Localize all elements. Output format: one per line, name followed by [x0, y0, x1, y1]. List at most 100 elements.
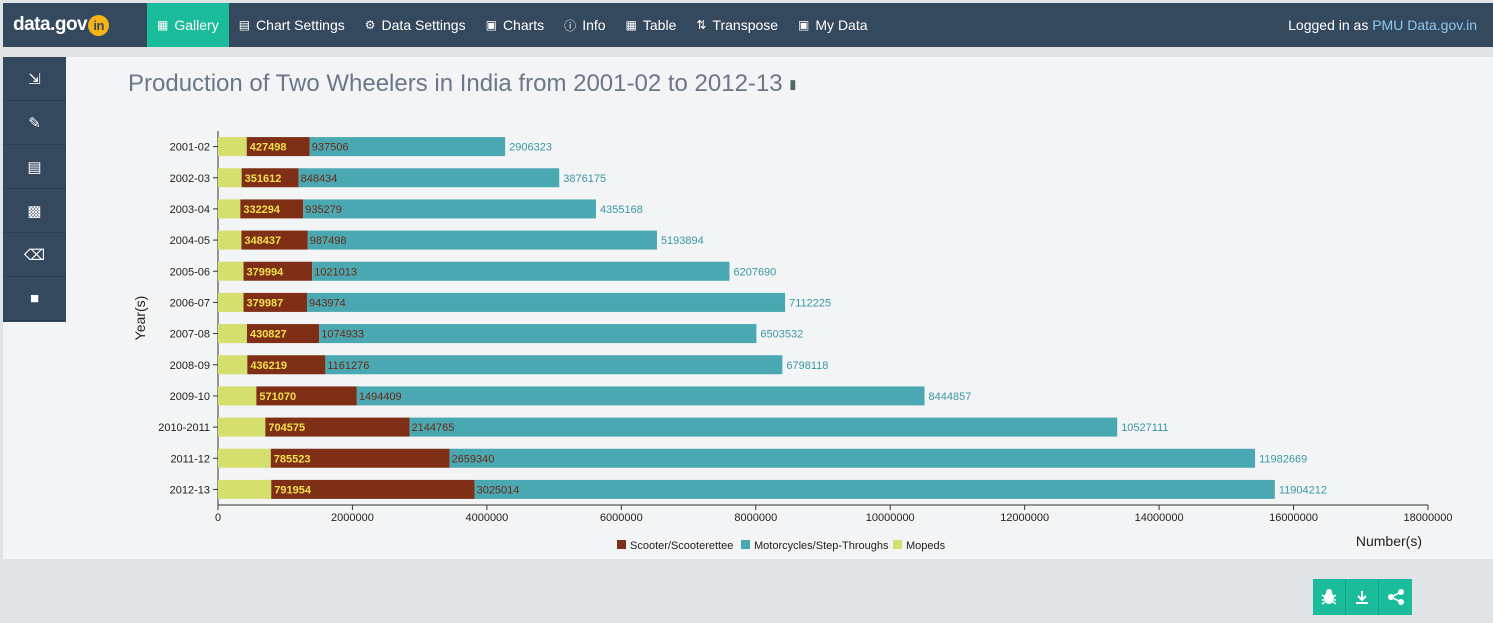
nav-transpose[interactable]: ⇅ Transpose	[686, 3, 788, 47]
data-label-mopeds: 427498	[250, 142, 287, 154]
nav-label: Data Settings	[381, 17, 466, 33]
export-icon: ⇲	[28, 70, 41, 88]
lock-button[interactable]: ■	[3, 277, 66, 321]
gear-icon: ⚙	[364, 18, 376, 32]
edit-button[interactable]: ✎	[3, 101, 66, 145]
bar-mopeds	[218, 448, 271, 468]
nav-charts[interactable]: ▣ Charts	[476, 3, 555, 47]
y-tick-label: 2010-2011	[158, 422, 210, 434]
bar-scooter	[246, 324, 320, 344]
save-button[interactable]: ▤	[3, 145, 66, 189]
bug-report-button[interactable]	[1313, 579, 1346, 615]
bar-motorcycles	[474, 479, 1275, 499]
user-link[interactable]: PMU Data.gov.in	[1372, 17, 1477, 33]
trash-button[interactable]: ⌫	[3, 233, 66, 277]
bar-scooter	[270, 448, 450, 468]
nav-data-settings[interactable]: ⚙ Data Settings	[355, 3, 476, 47]
bar-mopeds	[218, 324, 247, 344]
transpose-icon: ⇅	[696, 18, 707, 32]
bug-icon	[1321, 589, 1337, 605]
export-button[interactable]: ⇲	[3, 57, 66, 101]
y-tick-label: 2006-07	[170, 297, 210, 309]
bar-scooter	[271, 479, 475, 499]
y-axis-title: Year(s)	[132, 296, 148, 341]
data-label-mopeds: 436219	[250, 360, 287, 372]
data-label-motorcycles: 7112225	[789, 297, 831, 309]
save-icon: ▤	[27, 158, 42, 176]
bar-scooter	[246, 137, 310, 157]
data-label-motorcycles: 11904212	[1279, 484, 1327, 496]
legend-swatch	[893, 540, 902, 549]
chart-edit-button[interactable]: ▩	[3, 189, 66, 233]
bar-mopeds	[218, 355, 248, 375]
chart-title-container: Production of Two Wheelers in India from…	[128, 70, 796, 98]
site-logo[interactable]: data.gov in	[3, 3, 147, 47]
bar-motorcycles	[309, 137, 506, 157]
y-tick-label: 2002-03	[170, 173, 210, 185]
data-label-mopeds: 430827	[250, 329, 287, 341]
data-label-motorcycles: 10527111	[1121, 422, 1168, 434]
table-icon: ▦	[625, 18, 637, 32]
bar-chart-icon: ▤	[238, 18, 251, 32]
document-icon[interactable]: ▮	[789, 76, 797, 92]
data-label-mopeds: 351612	[245, 173, 282, 185]
data-label-mopeds: 791954	[274, 484, 312, 496]
x-tick-label: 0	[215, 512, 221, 524]
data-label-scooter: 935279	[305, 204, 342, 216]
bar-mopeds	[218, 168, 242, 188]
logo-text: data.gov	[13, 14, 88, 35]
nav-label: Charts	[502, 17, 545, 33]
download-button[interactable]	[1346, 579, 1379, 615]
chart-edit-icon: ▩	[27, 202, 42, 220]
y-tick-label: 2012-13	[170, 484, 210, 496]
chart-title: Production of Two Wheelers in India from…	[128, 70, 783, 97]
nav-table[interactable]: ▦ Table	[616, 3, 687, 47]
presentation-icon: ▣	[485, 18, 497, 32]
data-label-scooter: 937506	[312, 142, 349, 154]
action-buttons	[1313, 579, 1412, 615]
nav-chart-settings[interactable]: ▤ Chart Settings	[229, 3, 355, 47]
data-label-motorcycles: 8444857	[929, 391, 972, 403]
info-icon: ⓘ	[564, 18, 577, 33]
data-label-scooter: 987498	[310, 235, 347, 247]
bar-motorcycles	[307, 230, 657, 250]
bar-scooter	[241, 230, 308, 250]
bar-scooter	[241, 168, 299, 188]
bar-scooter	[265, 417, 410, 437]
bar-motorcycles	[449, 448, 1256, 468]
bar-mopeds	[218, 292, 244, 312]
data-label-scooter: 2144765	[412, 422, 455, 434]
nav-label: Transpose	[712, 17, 779, 33]
top-navbar: data.gov in ▦ Gallery ▤ Chart Settings ⚙ Data …	[3, 3, 1493, 47]
data-label-scooter: 943974	[309, 297, 346, 309]
y-tick-label: 2004-05	[170, 235, 210, 247]
legend-label: Motorcycles/Step-Throughs	[754, 540, 889, 552]
y-tick-label: 2005-06	[170, 266, 210, 278]
trash-icon: ⌫	[23, 246, 46, 264]
logged-in-label: Logged in as	[1288, 17, 1369, 33]
y-tick-label: 2011-12	[170, 453, 210, 465]
nav-gallery[interactable]: ▦ Gallery	[147, 3, 229, 47]
bar-mopeds	[218, 386, 257, 406]
download-icon	[1356, 591, 1368, 604]
nav-info[interactable]: ⓘ Info	[554, 3, 615, 47]
bar-mopeds	[218, 261, 244, 281]
y-tick-label: 2008-09	[170, 360, 210, 372]
data-label-motorcycles: 5193894	[661, 235, 704, 247]
nav-my-data[interactable]: ▣ My Data	[788, 3, 877, 47]
data-label-motorcycles: 3876175	[563, 173, 606, 185]
data-label-motorcycles: 6207690	[733, 266, 776, 278]
share-button[interactable]	[1379, 579, 1412, 615]
data-label-scooter: 2659340	[452, 453, 495, 465]
data-label-mopeds: 332294	[243, 204, 281, 216]
bar-mopeds	[218, 417, 266, 437]
edit-icon: ✎	[28, 114, 41, 132]
x-tick-label: 4000000	[465, 512, 508, 524]
bar-scooter	[240, 199, 304, 219]
bar-motorcycles	[319, 324, 757, 344]
data-label-scooter: 1494409	[359, 391, 402, 403]
user-info: Logged in as PMU Data.gov.in	[1288, 17, 1493, 33]
tool-sidebar: ⇲ ✎ ▤ ▩ ⌫ ■	[3, 57, 66, 322]
x-tick-label: 14000000	[1135, 512, 1184, 524]
data-label-motorcycles: 4355168	[600, 204, 643, 216]
